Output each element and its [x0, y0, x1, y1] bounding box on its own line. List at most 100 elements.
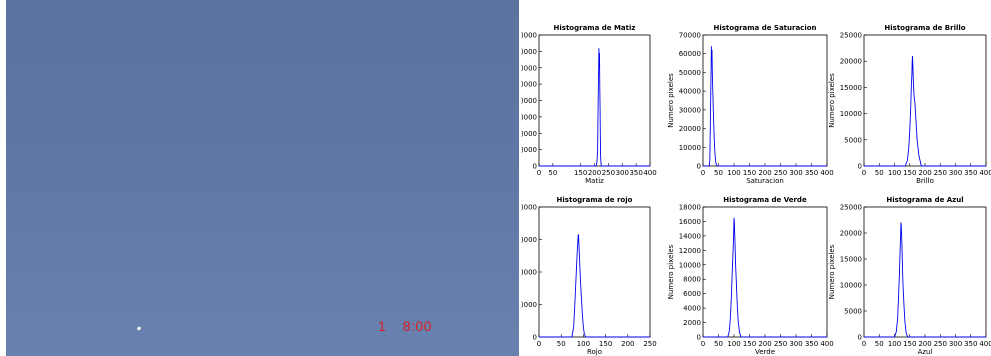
chart-5-ytick-label: 0 [697, 334, 701, 342]
chart-1-ytick-label: 0 [533, 163, 537, 171]
chart-1-ytick-label: )000 [521, 146, 537, 154]
chart-1-xtick-label: 150 [574, 169, 587, 177]
chart-2-ytick-label: 20000 [679, 125, 701, 133]
chart-6-xlabel: Azul [918, 348, 933, 356]
chart-6-ylabel: Numero pixeles [828, 244, 836, 299]
chart-1-xtick-label: 200 [588, 169, 601, 177]
chart-2-ytick-label: 60000 [679, 50, 701, 58]
chart-2-ytick-label: 70000 [679, 32, 701, 40]
chart-3-xtick-label: 0 [862, 169, 866, 177]
chart-2-xtick-label: 50 [714, 169, 723, 177]
chart-5-xtick-label: 400 [820, 340, 833, 348]
chart-6-xtick-label: 250 [934, 340, 947, 348]
chart-6-title: Histograma de Azul [886, 196, 963, 204]
chart-4-title: Histograma de rojo [557, 196, 633, 204]
chart-1-xtick-label: 0 [537, 169, 541, 177]
chart-3-ylabel: Numero pixeles [828, 73, 836, 128]
chart-3-ytick-label: 20000 [840, 58, 862, 66]
chart-2-xtick-label: 400 [820, 169, 833, 177]
chart-2-xtick-label: 200 [758, 169, 771, 177]
chart-6-ytick-label: 25000 [840, 204, 862, 212]
chart-4-ytick-label: )000 [521, 236, 537, 244]
chart-4-xtick-label: 0 [537, 340, 541, 348]
chart-5-xtick-label: 100 [727, 340, 740, 348]
chart-5-ytick-label: 4000 [683, 305, 701, 313]
chart-2-series-line [703, 46, 827, 167]
chart-2-xtick-label: 250 [774, 169, 787, 177]
chart-5-ytick-label: 12000 [679, 247, 701, 255]
chart-1-xtick-label: 300 [616, 169, 629, 177]
chart-6-xtick-label: 100 [888, 340, 901, 348]
chart-3-xtick-label: 300 [949, 169, 962, 177]
chart-3-xtick-label: 100 [888, 169, 901, 177]
chart-3-ytick-label: 5000 [844, 136, 862, 144]
chart-6-xtick-label: 300 [949, 340, 962, 348]
chart-5-xtick-label: 350 [805, 340, 818, 348]
chart-1-ytick-label: )000 [521, 130, 537, 138]
chart-4-xtick-label: 50 [557, 340, 566, 348]
chart-1-ytick-label: )000 [521, 81, 537, 89]
chart-4-xtick-label: 150 [599, 340, 612, 348]
chart-4-ytick-label: )000 [521, 204, 537, 212]
chart-5-title: Histograma de Verde [723, 196, 807, 204]
chart-4-ytick-label: )000 [521, 269, 537, 277]
chart-1-series-line [539, 48, 650, 167]
chart-1-xtick-label: 400 [643, 169, 656, 177]
chart-3-xtick-label: 50 [875, 169, 884, 177]
chart-4-xlabel: Rojo [587, 348, 602, 356]
chart-6-ytick-label: 10000 [840, 282, 862, 290]
chart-1-ytick-label: )000 [521, 48, 537, 56]
histogram-grid: Histograma de Matiz 0 )000 )000 )000 )000 )000… [519, 0, 991, 356]
chart-5-ytick-label: 8000 [683, 276, 701, 284]
chart-5-xtick-label: 250 [774, 340, 787, 348]
chart-4-xtick-label: 200 [621, 340, 634, 348]
chart-3-xtick-label: 150 [903, 169, 916, 177]
chart-5-ytick-label: 2000 [683, 319, 701, 327]
chart-1-xtick-label: 250 [602, 169, 615, 177]
chart-6-xtick-label: 0 [862, 340, 866, 348]
chart-5-ytick-label: 14000 [679, 232, 701, 240]
chart-2-title: Histograma de Saturacion [713, 24, 816, 32]
chart-5-xtick-label: 300 [789, 340, 802, 348]
chart-3-xtick-label: 400 [979, 169, 991, 177]
chart-5-ylabel: Numero pixeles [667, 244, 675, 299]
chart-1-ytick-label: )000 [521, 64, 537, 72]
chart-2-xlabel: Saturacion [746, 177, 784, 185]
chart-1-title: Histograma de Matiz [554, 24, 636, 32]
chart-4-ytick-label: 0 [533, 334, 537, 342]
chart-2-ylabel: Numero pixeles [667, 73, 675, 128]
chart-5-xtick-label: 150 [743, 340, 756, 348]
chart-5-xtick-label: 0 [701, 340, 705, 348]
timestamp-overlay: 1 8:00 [378, 318, 432, 334]
chart-5-ytick-label: 6000 [683, 290, 701, 298]
chart-3-xlabel: Brillo [916, 177, 934, 185]
chart-5-xlabel: Verde [755, 348, 775, 356]
chart-1-plot-frame [538, 34, 651, 167]
overlay-number: 1 [378, 318, 387, 334]
chart-3-title: Histograma de Brillo [884, 24, 965, 32]
chart-1-ytick-label: )000 [521, 32, 537, 40]
chart-3-ytick-label: 25000 [840, 32, 862, 40]
chart-6-xtick-label: 350 [964, 340, 977, 348]
chart-6-ytick-label: 5000 [844, 308, 862, 316]
chart-3-ytick-label: 0 [858, 163, 862, 171]
chart-6-series-line [864, 222, 986, 338]
chart-2-ytick-label: 50000 [679, 69, 701, 77]
chart-3-series-line [864, 55, 986, 167]
chart-3-plot-frame [863, 34, 987, 167]
chart-3-ytick-label: 10000 [840, 110, 862, 118]
chart-4-xtick-label: 100 [577, 340, 590, 348]
chart-2-xtick-label: 0 [701, 169, 705, 177]
chart-4-ytick-label: )000 [521, 301, 537, 309]
photo-left-border [0, 0, 6, 356]
chart-3-ytick-label: 15000 [840, 84, 862, 92]
chart-5-xtick-label: 200 [758, 340, 771, 348]
chart-6-xtick-label: 150 [903, 340, 916, 348]
sky-background [0, 0, 519, 356]
chart-5-series-line [703, 217, 827, 338]
chart-6-xtick-label: 50 [875, 340, 884, 348]
chart-3-xtick-label: 200 [918, 169, 931, 177]
chart-5-plot-frame [702, 206, 828, 338]
chart-4-series-line [539, 234, 650, 338]
overlay-time: 8:00 [402, 318, 432, 334]
